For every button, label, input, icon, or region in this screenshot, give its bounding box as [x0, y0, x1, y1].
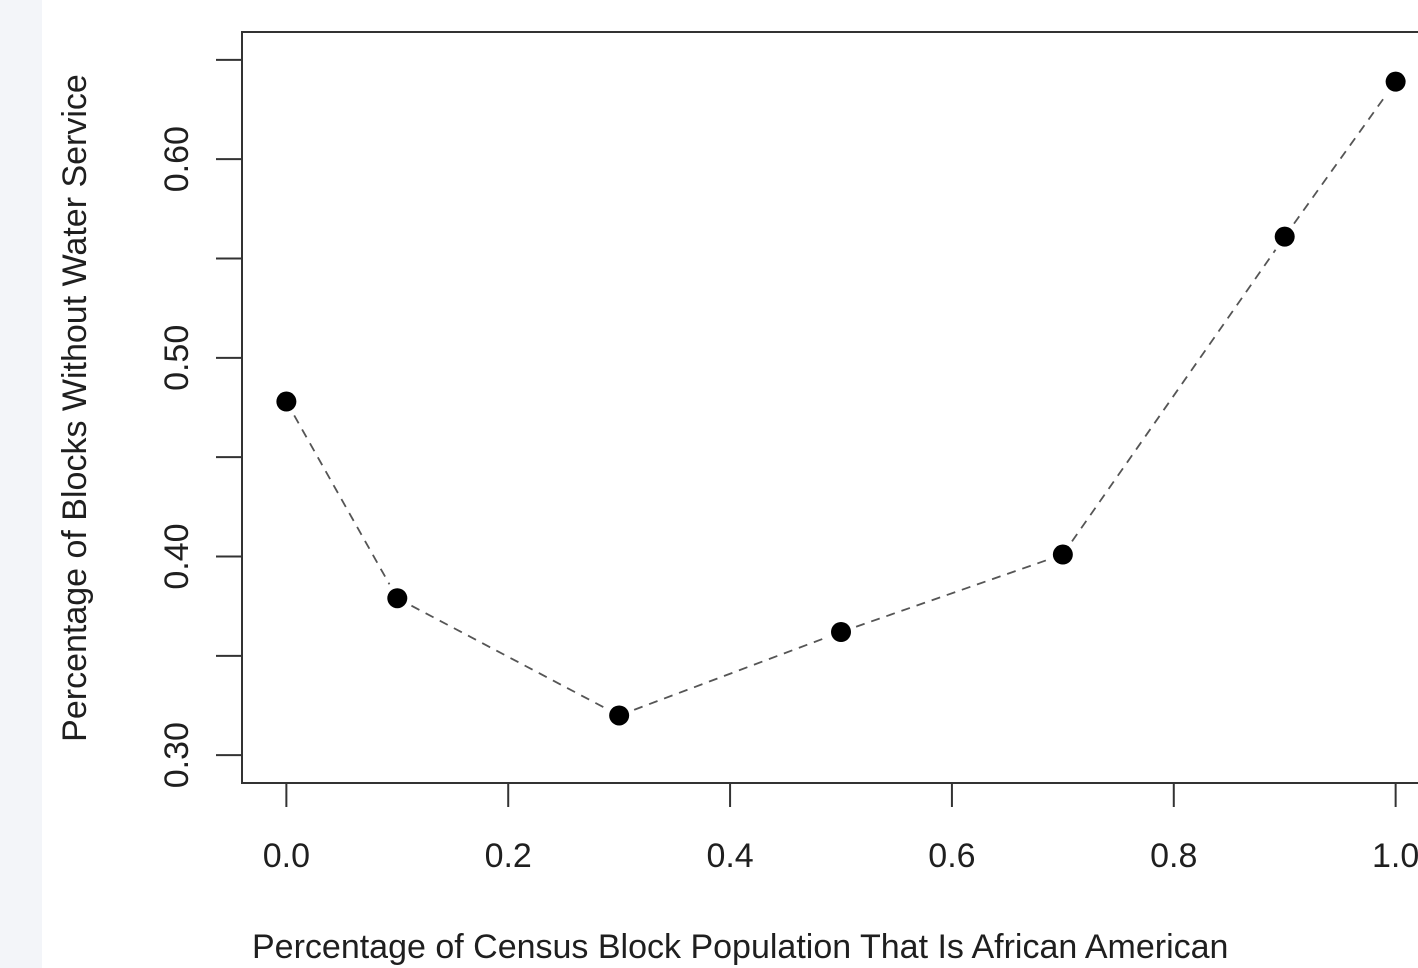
data-point [1052, 544, 1073, 565]
y-axis: 0.30 0.40 0.50 0.60 [158, 58, 242, 788]
x-tick-label: 0.6 [928, 837, 975, 875]
y-tick-label: 0.40 [158, 523, 196, 589]
series-line-segment [1071, 249, 1277, 542]
series-line-segment [1293, 94, 1388, 225]
data-point [609, 705, 630, 726]
y-axis-title: Percentage of Blocks Without Water Servi… [56, 74, 94, 742]
y-tick-label: 0.60 [158, 126, 196, 192]
y-tick-label: 0.30 [158, 722, 196, 788]
x-tick-label: 0.0 [263, 837, 310, 875]
x-tick-label: 0.8 [1150, 837, 1197, 875]
plot-frame [241, 31, 1418, 784]
y-tick-label: 0.50 [158, 325, 196, 391]
data-point [387, 588, 408, 609]
data-point [1385, 71, 1406, 92]
data-point [276, 391, 297, 412]
series-line-segment [411, 604, 606, 709]
x-axis: 0.0 0.2 0.4 0.6 0.8 1.0 [263, 783, 1418, 875]
x-tick-label: 0.2 [485, 837, 532, 875]
series-line [293, 94, 1388, 711]
data-point [831, 622, 851, 643]
x-tick-label: 0.4 [706, 837, 753, 875]
data-point [1274, 226, 1295, 247]
series-line-segment [633, 636, 827, 711]
x-tick-label: 1.0 [1372, 837, 1418, 875]
series-points [276, 71, 1406, 726]
x-axis-title: Percentage of Census Block Population Th… [252, 928, 1228, 966]
left-margin-strip [0, 0, 42, 968]
series-line-segment [855, 558, 1049, 628]
series-line-segment [293, 415, 391, 585]
